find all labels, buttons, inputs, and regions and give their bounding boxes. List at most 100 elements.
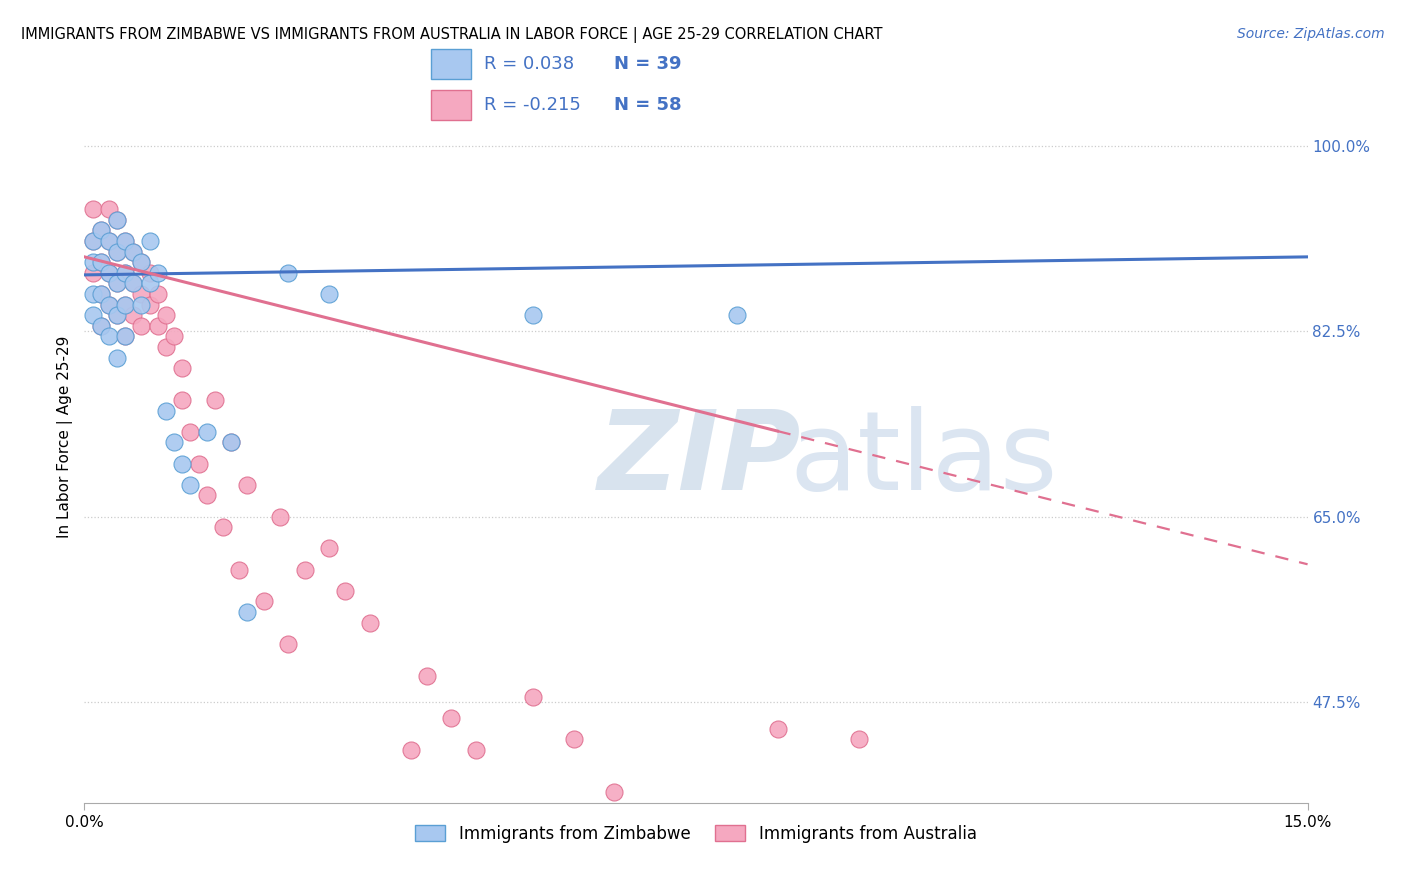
Point	[82, 234, 104, 248]
Point	[105, 351, 128, 365]
Point	[122, 277, 145, 291]
Point	[138, 266, 160, 280]
Point	[97, 266, 120, 280]
Text: N = 58: N = 58	[613, 96, 681, 114]
Point	[359, 615, 381, 630]
Point	[82, 202, 104, 216]
Point	[562, 732, 585, 747]
Point	[219, 435, 242, 450]
Point	[90, 287, 112, 301]
Point	[131, 287, 153, 301]
Point	[335, 583, 357, 598]
Point	[105, 277, 128, 291]
Point	[277, 266, 299, 280]
Point	[269, 509, 291, 524]
Point	[204, 392, 226, 407]
Point	[848, 732, 870, 747]
Point	[82, 266, 104, 280]
Point	[114, 329, 136, 343]
Point	[105, 277, 128, 291]
Point	[399, 743, 422, 757]
Point	[131, 318, 153, 333]
Point	[97, 297, 120, 311]
Point	[90, 318, 112, 333]
Point	[105, 308, 128, 322]
Point	[440, 711, 463, 725]
Point	[122, 308, 145, 322]
Point	[90, 255, 112, 269]
Point	[114, 234, 136, 248]
Point	[105, 244, 128, 259]
Point	[146, 318, 169, 333]
Point	[522, 308, 544, 322]
Point	[416, 668, 439, 682]
Point	[236, 477, 259, 491]
Point	[97, 329, 120, 343]
Legend: Immigrants from Zimbabwe, Immigrants from Australia: Immigrants from Zimbabwe, Immigrants fro…	[409, 818, 983, 849]
Point	[146, 287, 169, 301]
Point	[105, 212, 128, 227]
Point	[82, 308, 104, 322]
Point	[318, 287, 340, 301]
Point	[90, 287, 112, 301]
Point	[179, 477, 201, 491]
Point	[131, 255, 153, 269]
Point	[172, 361, 194, 376]
Point	[172, 392, 194, 407]
Point	[114, 266, 136, 280]
Y-axis label: In Labor Force | Age 25-29: In Labor Force | Age 25-29	[58, 336, 73, 538]
Point	[138, 234, 160, 248]
Point	[228, 563, 250, 577]
Point	[219, 435, 242, 450]
Point	[90, 255, 112, 269]
Bar	[432, 90, 471, 120]
Text: atlas: atlas	[789, 406, 1057, 513]
Point	[97, 297, 120, 311]
Point	[122, 244, 145, 259]
Point	[114, 297, 136, 311]
Point	[114, 329, 136, 343]
Point	[131, 297, 153, 311]
Point	[163, 435, 186, 450]
Point	[105, 244, 128, 259]
Point	[97, 234, 120, 248]
Point	[236, 605, 259, 619]
Point	[131, 255, 153, 269]
Text: IMMIGRANTS FROM ZIMBABWE VS IMMIGRANTS FROM AUSTRALIA IN LABOR FORCE | AGE 25-29: IMMIGRANTS FROM ZIMBABWE VS IMMIGRANTS F…	[21, 27, 883, 43]
Point	[97, 234, 120, 248]
Point	[464, 743, 486, 757]
Point	[146, 266, 169, 280]
Text: R = -0.215: R = -0.215	[484, 96, 581, 114]
Point	[138, 277, 160, 291]
Point	[82, 287, 104, 301]
Point	[163, 329, 186, 343]
Point	[105, 308, 128, 322]
Point	[114, 234, 136, 248]
Point	[90, 318, 112, 333]
Point	[90, 223, 112, 237]
Point	[522, 690, 544, 704]
Point	[82, 234, 104, 248]
Point	[603, 785, 626, 799]
Bar	[432, 49, 471, 79]
Point	[138, 297, 160, 311]
Text: Source: ZipAtlas.com: Source: ZipAtlas.com	[1237, 27, 1385, 41]
Text: R = 0.038: R = 0.038	[484, 55, 574, 73]
Point	[195, 425, 218, 439]
Point	[97, 202, 120, 216]
Point	[155, 340, 177, 354]
Text: ZIP: ZIP	[598, 406, 801, 513]
Point	[105, 212, 128, 227]
Point	[155, 308, 177, 322]
Point	[114, 266, 136, 280]
Text: N = 39: N = 39	[613, 55, 681, 73]
Point	[187, 457, 209, 471]
Point	[122, 277, 145, 291]
Point	[766, 722, 789, 736]
Point	[179, 425, 201, 439]
Point	[82, 255, 104, 269]
Point	[725, 308, 748, 322]
Point	[277, 637, 299, 651]
Point	[253, 594, 276, 608]
Point	[172, 457, 194, 471]
